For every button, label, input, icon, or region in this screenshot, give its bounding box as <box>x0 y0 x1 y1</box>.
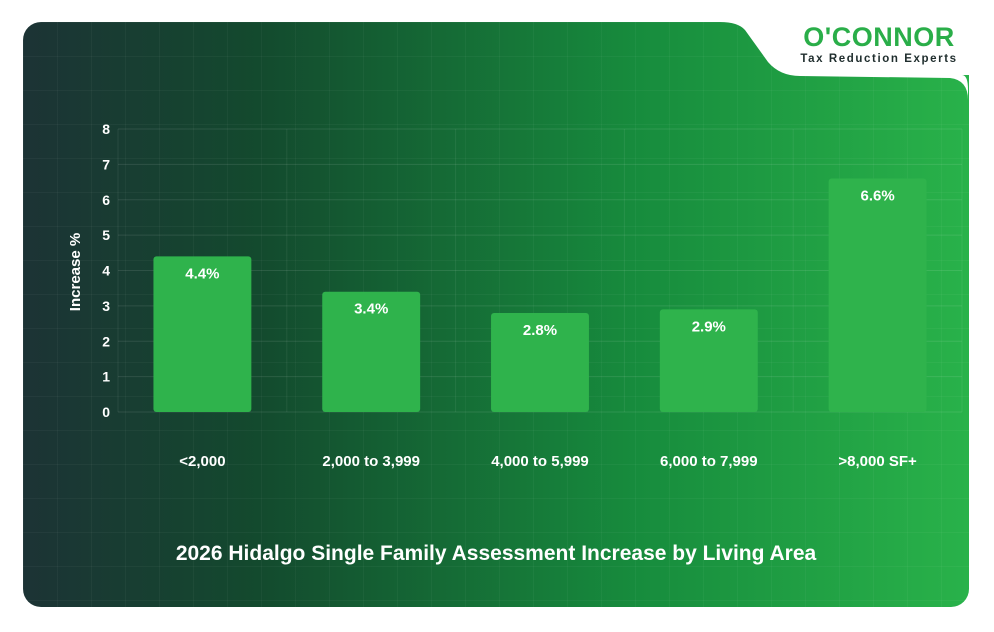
x-tick-label: >8,000 SF+ <box>838 453 917 470</box>
y-tick-label: 3 <box>102 298 110 314</box>
brand-logo: O'CONNOR Tax Reduction Experts <box>784 22 974 66</box>
y-tick-label: 8 <box>102 121 110 137</box>
data-label: 2.9% <box>692 318 726 335</box>
y-axis-label: Increase % <box>67 233 84 311</box>
x-axis-ticks: <2,000 2,000 to 3,999 4,000 to 5,999 6,000 … <box>179 453 917 470</box>
chart-gridlines <box>117 128 963 413</box>
data-label: 6.6% <box>860 188 894 205</box>
bar-1 <box>322 291 421 412</box>
data-label: 2.8% <box>523 322 557 339</box>
chart-title: 2026 Hidalgo Single Family Assessment In… <box>175 542 817 565</box>
y-axis-ticks: 0 1 2 3 4 5 6 7 8 <box>102 121 110 420</box>
x-tick-label: 6,000 to 7,999 <box>660 453 758 470</box>
y-tick-label: 2 <box>102 333 110 349</box>
y-tick-label: 4 <box>102 263 110 279</box>
y-tick-label: 7 <box>102 156 110 172</box>
x-tick-label: 2,000 to 3,999 <box>322 453 420 470</box>
y-tick-label: 6 <box>102 192 110 208</box>
bar-2 <box>491 312 589 412</box>
bar-3 <box>659 309 758 412</box>
y-tick-label: 0 <box>102 404 110 420</box>
x-tick-label: 4,000 to 5,999 <box>491 453 589 470</box>
brand-name: O'CONNOR <box>803 22 955 52</box>
data-label: 4.4% <box>185 265 219 282</box>
bar-0 <box>153 256 252 412</box>
y-tick-label: 1 <box>102 369 110 385</box>
y-tick-label: 5 <box>102 227 110 243</box>
bar-4 <box>828 178 927 412</box>
chart-bars: 4.4% 3.4% 2.8% 2.9% 6.6% <box>153 178 927 412</box>
data-label: 3.4% <box>354 301 388 318</box>
brand-tagline: Tax Reduction Experts <box>800 53 958 65</box>
x-tick-label: <2,000 <box>179 453 225 470</box>
